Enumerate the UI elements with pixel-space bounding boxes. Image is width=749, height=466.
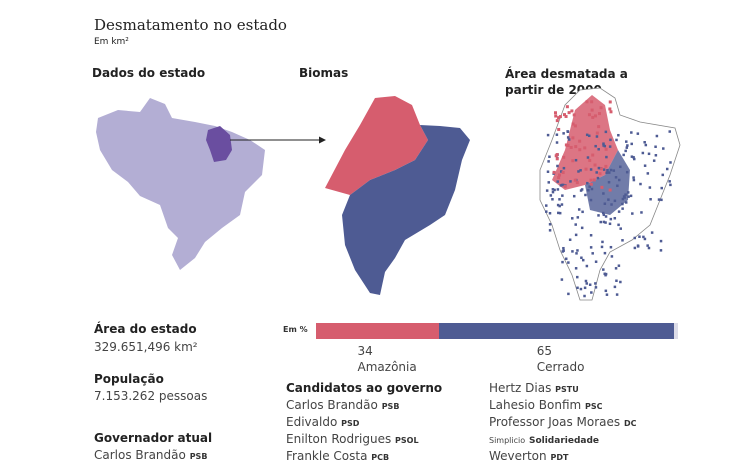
candidate-item: Simplicio Solidariedade bbox=[489, 431, 599, 449]
candidate-item: Weverton PDT bbox=[489, 448, 568, 466]
chart-title: Desmatamento no estado bbox=[94, 16, 287, 34]
brazil-map bbox=[96, 98, 265, 270]
candidate-item: Carlos Brandão PSB bbox=[286, 397, 399, 415]
candidates-heading: Candidatos ao governo bbox=[286, 381, 443, 395]
candidate-item: Frankle Costa PCB bbox=[286, 448, 389, 466]
candidate-name: Enilton Rodrigues bbox=[286, 432, 392, 446]
candidate-name: Hertz Dias bbox=[489, 381, 552, 395]
candidate-name: Lahesio Bonfim bbox=[489, 398, 582, 412]
bar-segment-amazônia bbox=[316, 323, 440, 339]
candidate-item: Hertz Dias PSTU bbox=[489, 380, 579, 398]
candidate-name: Simplicio bbox=[489, 436, 526, 445]
maps bbox=[96, 87, 681, 301]
candidate-name: Edivaldo bbox=[286, 415, 338, 429]
bar-unit-label: Em % bbox=[283, 325, 308, 334]
candidate-name: Weverton bbox=[489, 449, 547, 463]
candidate-item: Edivaldo PSD bbox=[286, 414, 359, 432]
candidate-party: PSOL bbox=[395, 436, 419, 445]
stat-value: Carlos Brandão PSB bbox=[94, 448, 208, 462]
candidate-name: Frankle Costa bbox=[286, 449, 368, 463]
candidate-party: DC bbox=[623, 419, 637, 428]
stat-label: Governador atual bbox=[94, 431, 213, 445]
candidate-party: PSTU bbox=[555, 385, 579, 394]
unit-label: Em km² bbox=[94, 37, 129, 47]
candidate-party: Solidariedade bbox=[528, 436, 600, 446]
candidate-name: Professor Joas Moraes bbox=[489, 415, 621, 429]
bar-label-cerrado: 65 Cerrado bbox=[536, 344, 585, 374]
panel-state-heading: Dados do estado bbox=[92, 66, 206, 80]
stat-label: Área do estado bbox=[94, 322, 197, 336]
candidate-item: Professor Joas Moraes DC bbox=[489, 414, 637, 432]
candidate-item: Enilton Rodrigues PSOL bbox=[286, 431, 419, 449]
candidate-party: PSD bbox=[341, 419, 360, 428]
deforestation-map bbox=[539, 87, 681, 301]
candidate-party: PSB bbox=[381, 402, 400, 411]
stat-value: 7.153.262 pessoas bbox=[94, 389, 208, 403]
bar-label-amazonia: 34 Amazônia bbox=[357, 344, 417, 374]
stat-value: 329.651,496 km² bbox=[94, 340, 198, 354]
bar-segment-outros bbox=[674, 323, 678, 339]
candidate-item: Lahesio Bonfim PSC bbox=[489, 397, 603, 415]
candidate-name: Carlos Brandão bbox=[286, 398, 378, 412]
state-highlight bbox=[206, 126, 232, 162]
stat-label: População bbox=[94, 372, 164, 386]
candidate-party: PDT bbox=[550, 453, 569, 462]
arrow bbox=[230, 136, 326, 144]
candidate-party: PSC bbox=[585, 402, 603, 411]
candidate-party: PCB bbox=[371, 453, 390, 462]
biomes-map bbox=[325, 96, 470, 295]
bar-segment-cerrado bbox=[439, 323, 675, 339]
stacked-bar bbox=[316, 323, 678, 339]
panel-biomes-heading: Biomas bbox=[299, 66, 349, 80]
